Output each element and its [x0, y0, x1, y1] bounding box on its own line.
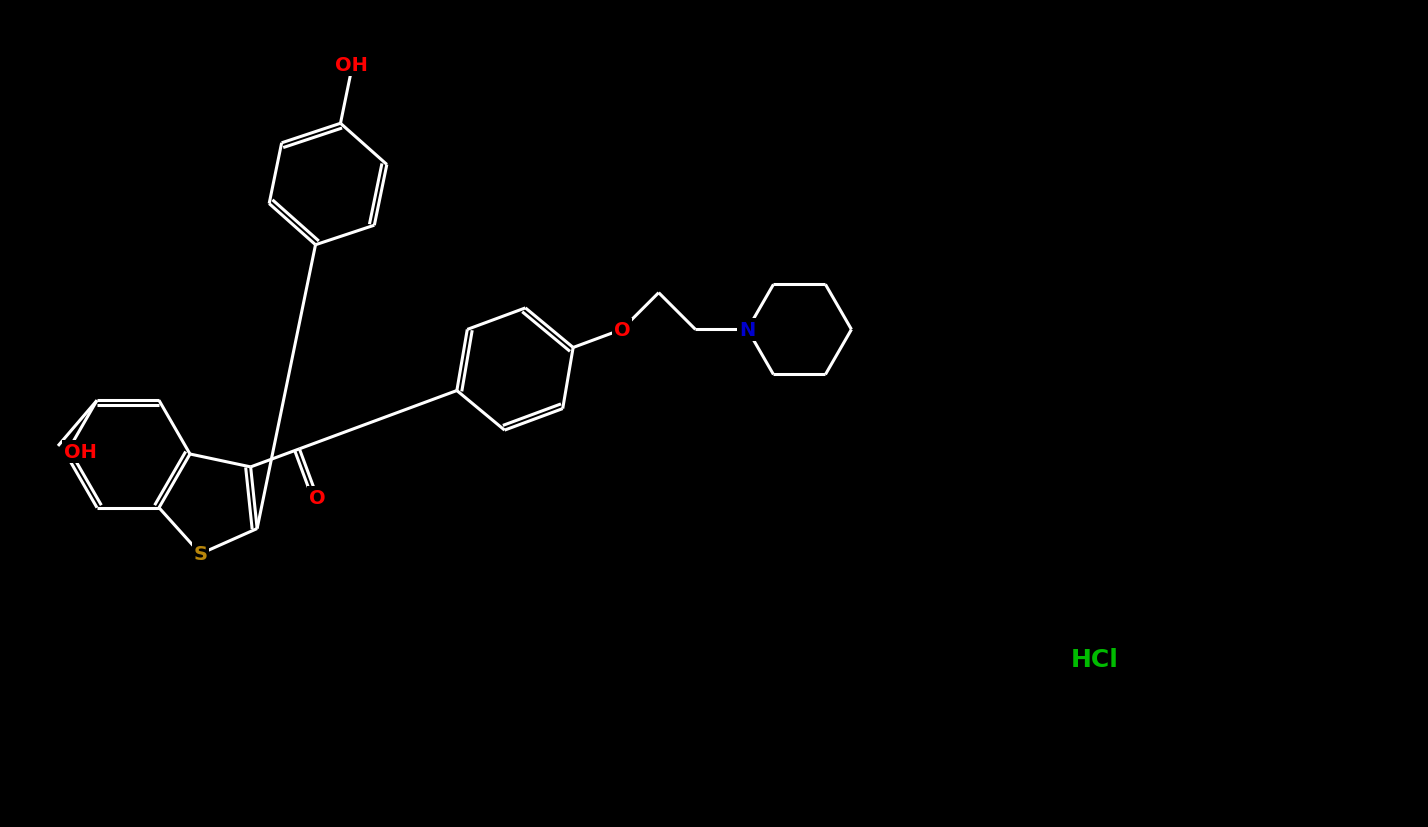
Text: OH: OH	[336, 56, 368, 74]
Text: S: S	[193, 545, 207, 563]
Text: N: N	[740, 321, 755, 340]
Text: O: O	[614, 321, 630, 340]
Text: OH: OH	[64, 443, 97, 461]
Text: O: O	[308, 489, 326, 508]
Text: HCl: HCl	[1071, 648, 1120, 672]
